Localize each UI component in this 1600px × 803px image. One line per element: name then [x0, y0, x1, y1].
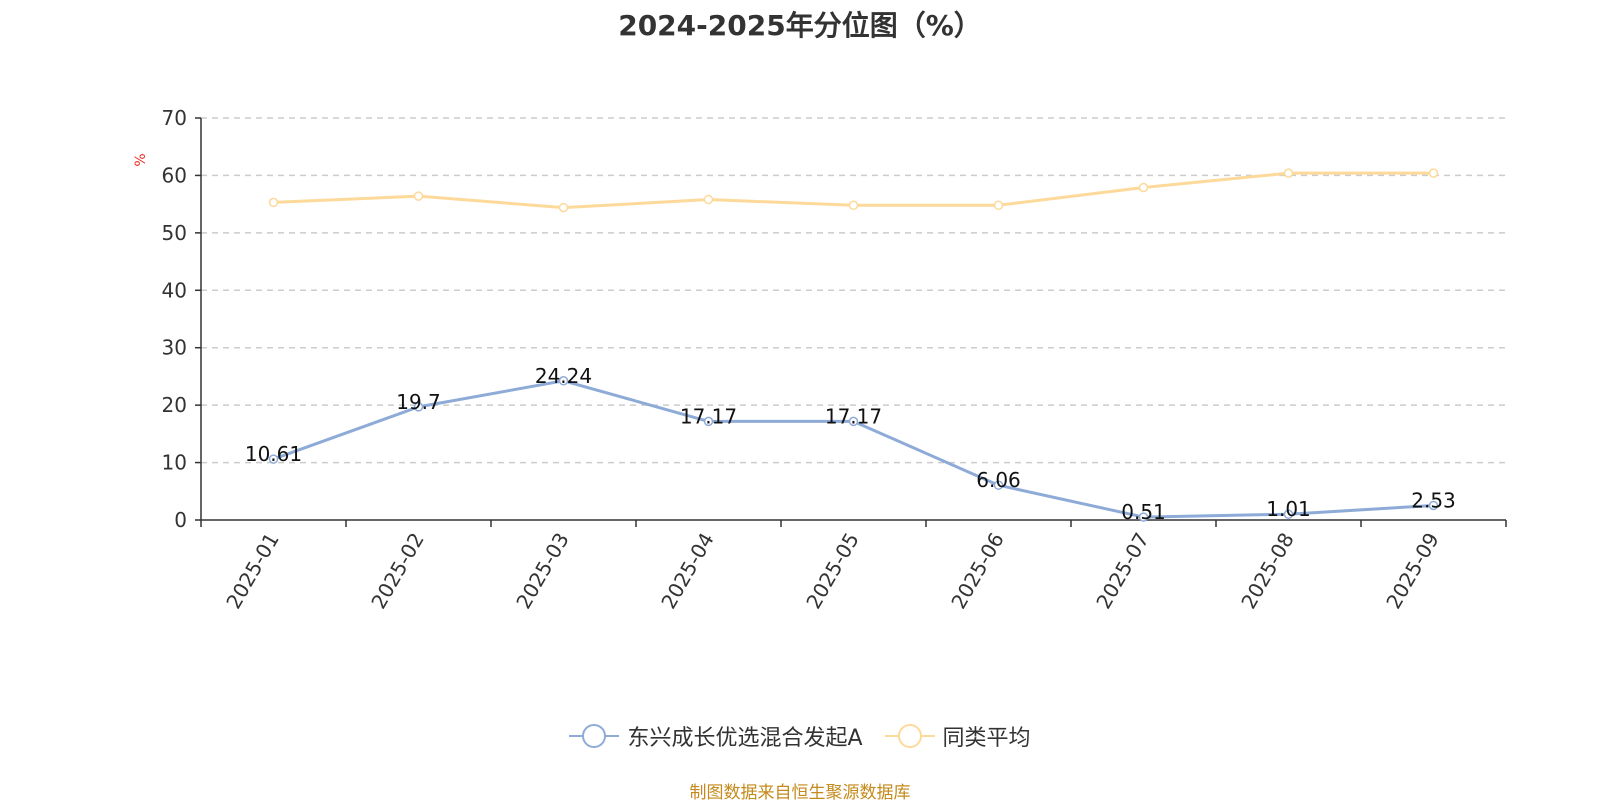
data-point-series-0[interactable]: [703, 416, 714, 427]
x-tick-label: 2025-01: [221, 529, 284, 613]
legend-symbol-series-1-icon: [884, 724, 935, 748]
legend-symbol-series-0-icon: [569, 724, 620, 748]
data-point-series-0[interactable]: [993, 480, 1004, 490]
data-point-series-1[interactable]: [268, 197, 279, 208]
y-tick-label: 70: [162, 106, 187, 130]
chart-title: 2024-2025年分位图（%）: [618, 9, 982, 42]
legend-label-series-0: 东兴成长优选混合发起A: [627, 726, 863, 751]
data-label: 6.06: [976, 468, 1021, 492]
x-tick-label: 2025-08: [1236, 529, 1299, 613]
data-point-series-0[interactable]: [558, 376, 569, 386]
data-point-series-1[interactable]: [993, 200, 1004, 211]
data-label: 17.17: [680, 404, 737, 428]
data-point-series-0[interactable]: [1138, 512, 1149, 522]
y-tick-label: 50: [162, 221, 187, 245]
y-tick-label: 20: [162, 393, 187, 417]
legend: 东兴成长优选混合发起A 同类平均: [0, 720, 1600, 752]
data-point-series-1[interactable]: [558, 202, 569, 213]
series-line-0: [272, 379, 1435, 519]
data-point-series-1[interactable]: [1283, 168, 1294, 178]
data-point-series-0[interactable]: [1428, 500, 1439, 511]
x-tick-label: 2025-03: [511, 529, 574, 613]
x-tick-label: 2025-09: [1381, 529, 1444, 613]
legend-item-series-0[interactable]: 东兴成长优选混合发起A: [569, 720, 863, 752]
grid-lines: [201, 117, 1506, 464]
data-point-series-1[interactable]: [703, 194, 714, 205]
data-point-series-1[interactable]: [848, 200, 859, 211]
data-point-series-1[interactable]: [413, 191, 424, 201]
x-tick-label: 2025-05: [801, 529, 864, 613]
data-label: 17.17: [825, 404, 882, 428]
data-point-series-0[interactable]: [1283, 509, 1294, 519]
source-note: 制图数据来自恒生聚源数据库: [689, 783, 911, 803]
y-tick-label: 60: [162, 163, 187, 187]
axes: 0 10 20 30 40 50 60 70% 2025-01 2025-02 2025-03 202…: [133, 106, 1507, 613]
data-point-series-0[interactable]: [848, 416, 859, 427]
y-tick-label: 0: [174, 508, 187, 532]
data-label: 1.01: [1266, 497, 1311, 521]
data-label: 19.7: [396, 390, 441, 414]
data-point-series-1[interactable]: [1428, 168, 1439, 178]
legend-item-series-1[interactable]: 同类平均: [884, 720, 1031, 752]
data-point-series-1[interactable]: [1138, 182, 1149, 193]
y-tick-label: 40: [162, 278, 187, 302]
data-label: 10.61: [245, 442, 302, 466]
y-tick-label: 10: [162, 451, 187, 475]
y-axis-unit-label: %: [133, 153, 149, 166]
data-label: 0.51: [1121, 500, 1166, 524]
data-label: 24.24: [535, 364, 592, 388]
data-label: 2.53: [1411, 488, 1456, 512]
x-tick-label: 2025-02: [366, 529, 429, 613]
x-tick-label: 2025-04: [656, 529, 719, 613]
y-tick-label: 30: [162, 336, 187, 360]
chart-plot: 0 10 20 30 40 50 60 70% 2025-01 2025-02 2025-03 202…: [133, 106, 1507, 613]
data-point-series-0[interactable]: [413, 402, 424, 412]
series-layer: [268, 168, 1439, 522]
x-tick-label: 2025-07: [1091, 529, 1154, 613]
data-labels: 10.61 19.7 24.24 17.17 17.17 6.06 0.51 1.01 2.53: [245, 364, 1456, 524]
x-tick-label: 2025-06: [946, 529, 1009, 613]
legend-label-series-1: 同类平均: [942, 726, 1031, 751]
data-point-series-0[interactable]: [268, 454, 279, 464]
